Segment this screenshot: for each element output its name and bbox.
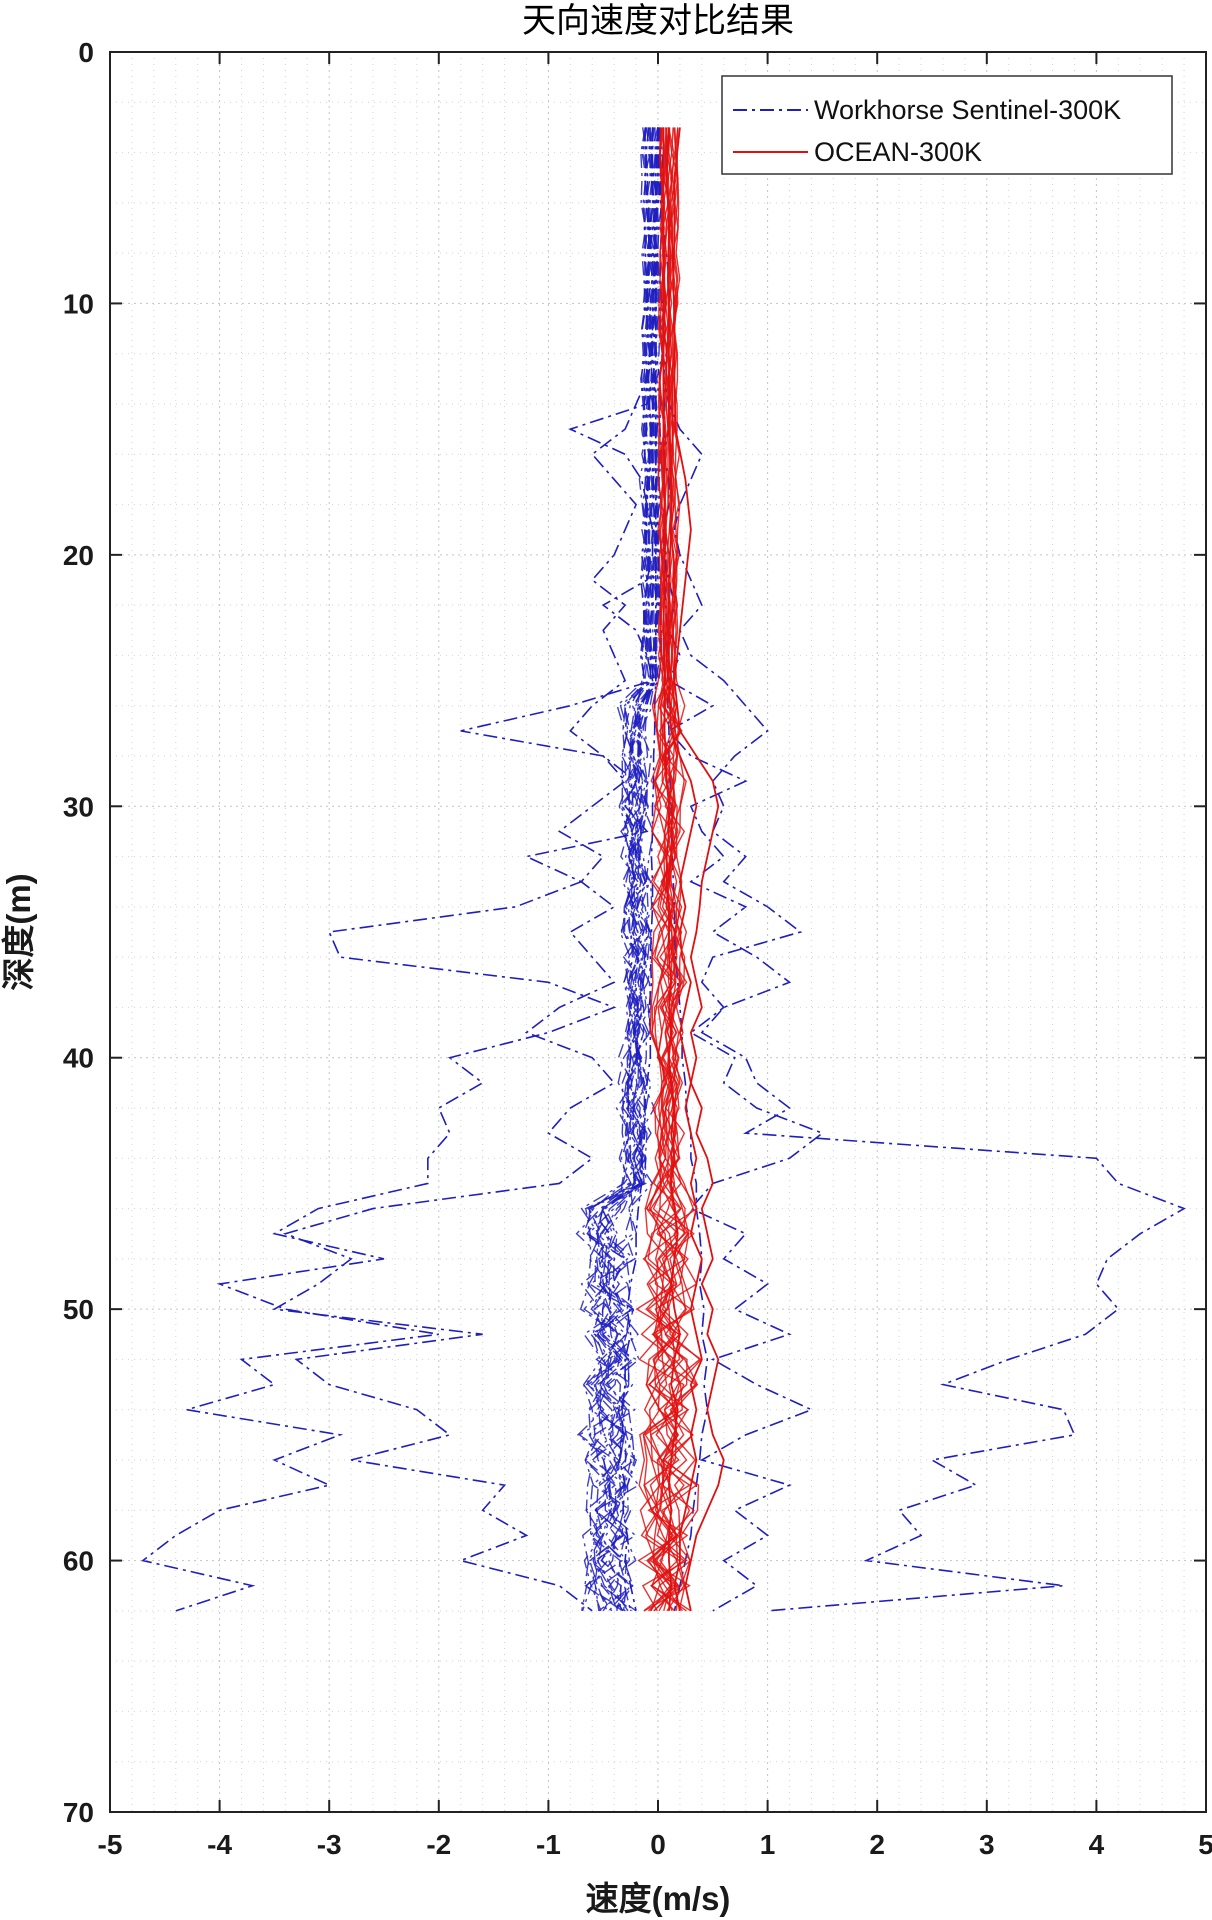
ocean-profile-line bbox=[662, 127, 681, 1611]
workhorse-bundle-line bbox=[591, 127, 663, 1612]
axes bbox=[109, 51, 1207, 1813]
ocean-profile-line bbox=[665, 127, 703, 1612]
x-tick-label: 2 bbox=[869, 1829, 885, 1860]
legend-label-workhorse: Workhorse Sentinel-300K bbox=[814, 95, 1121, 125]
y-tick-label: 70 bbox=[63, 1797, 94, 1828]
y-axis-label: 深度(m) bbox=[0, 873, 37, 990]
y-tick-label: 50 bbox=[63, 1294, 94, 1325]
x-tick-label: -1 bbox=[536, 1829, 561, 1860]
y-tick-label: 40 bbox=[63, 1043, 94, 1074]
x-axis-label: 速度(m/s) bbox=[586, 1880, 731, 1917]
x-tick-label: 4 bbox=[1089, 1829, 1105, 1860]
y-tick-label: 20 bbox=[63, 540, 94, 571]
workhorse-profile-line bbox=[271, 127, 659, 1612]
workhorse-profile-line bbox=[618, 127, 657, 1612]
plot-area bbox=[141, 127, 1186, 1612]
x-tick-label: -2 bbox=[426, 1829, 451, 1860]
ocean-bundle-line bbox=[658, 127, 701, 1611]
y-tick-label: 30 bbox=[63, 791, 94, 822]
workhorse-profile-line bbox=[657, 127, 1186, 1612]
ocean-bundle-line bbox=[651, 127, 697, 1612]
legend-label-ocean: OCEAN-300K bbox=[814, 137, 982, 167]
y-tick-label: 10 bbox=[63, 288, 94, 319]
x-tick-label: 1 bbox=[760, 1829, 776, 1860]
legend-box bbox=[721, 75, 1173, 175]
x-tick-label: -3 bbox=[317, 1829, 342, 1860]
x-tick-label: 5 bbox=[1198, 1829, 1212, 1860]
workhorse-bundle-line bbox=[593, 127, 664, 1612]
x-tick-label: 0 bbox=[650, 1829, 666, 1860]
x-tick-label: -5 bbox=[98, 1829, 123, 1860]
y-tick-label: 0 bbox=[78, 37, 94, 68]
x-tick-label: 3 bbox=[979, 1829, 995, 1860]
chart-title: 天向速度对比结果 bbox=[522, 1, 794, 41]
ocean-profile-line bbox=[672, 127, 725, 1612]
workhorse-bundle-line bbox=[580, 127, 649, 1611]
x-tick-label: -4 bbox=[207, 1829, 232, 1860]
y-tick-label: 60 bbox=[63, 1546, 94, 1577]
workhorse-bundle-line bbox=[589, 127, 660, 1612]
workhorse-profile-line bbox=[657, 127, 825, 1612]
ocean-bundle-line bbox=[653, 127, 703, 1612]
legend: Workhorse Sentinel-300K OCEAN-300K bbox=[721, 75, 1173, 175]
